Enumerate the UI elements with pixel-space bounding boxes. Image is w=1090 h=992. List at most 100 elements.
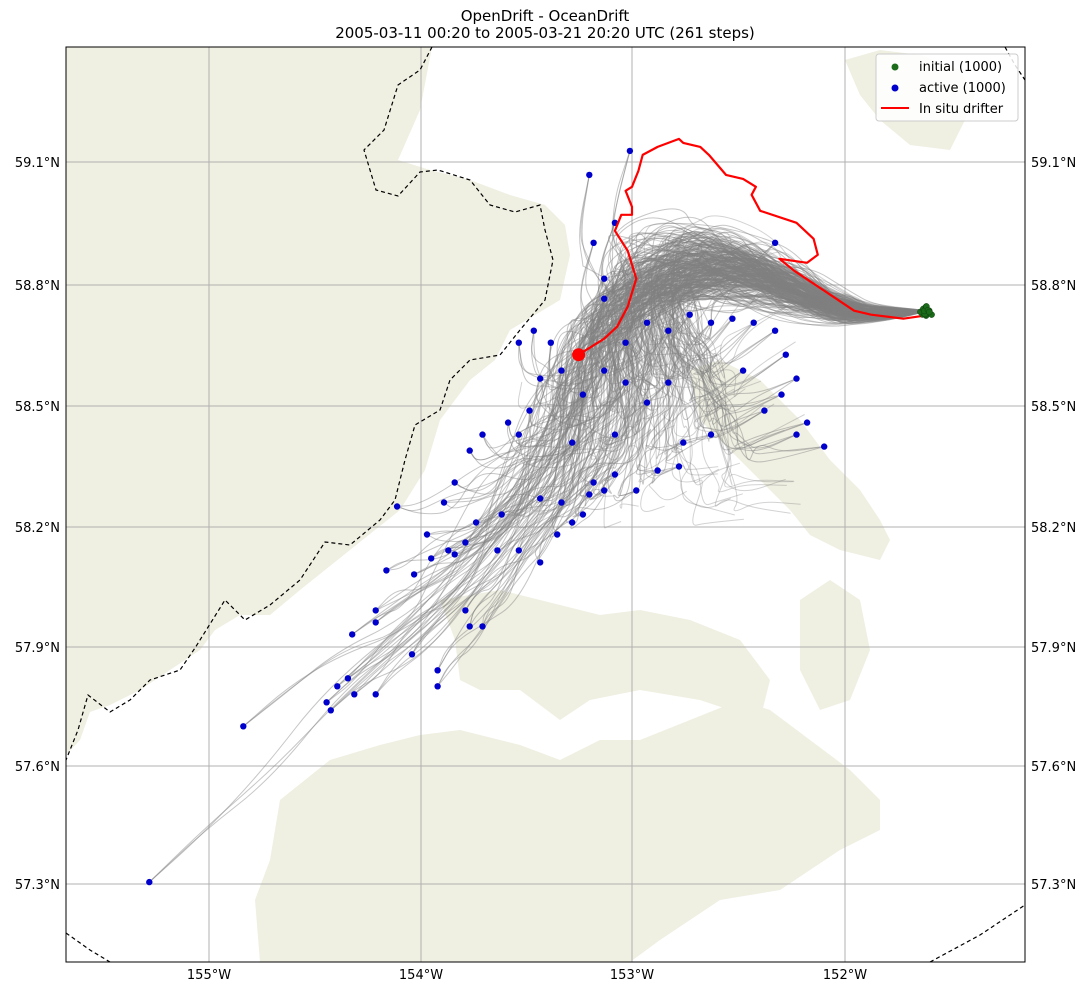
active-particle-marker: [633, 487, 640, 494]
particle-trajectory: [656, 232, 927, 395]
particle-trajectory: [465, 284, 927, 545]
particle-trajectory: [575, 251, 927, 431]
boundary-line-southwest: [66, 932, 111, 962]
particle-trajectory: [351, 263, 927, 635]
particle-trajectory: [497, 266, 927, 551]
particle-trajectory: [539, 254, 927, 506]
active-particle-marker: [590, 239, 597, 246]
trajectory-layer: [148, 150, 927, 883]
particle-trajectory: [426, 268, 927, 542]
particle-trajectory: [585, 279, 927, 500]
active-particle-marker: [434, 683, 441, 690]
particle-trajectory: [673, 235, 927, 397]
particle-trajectory: [330, 269, 927, 711]
particle-trajectory: [469, 271, 927, 461]
active-particle-marker: [451, 551, 458, 558]
particle-trajectory: [375, 276, 927, 695]
active-particle-marker: [494, 547, 501, 554]
particle-trajectory: [464, 275, 927, 611]
particle-trajectory: [672, 266, 927, 427]
particle-trajectory: [651, 248, 927, 362]
particle-trajectory: [592, 244, 927, 358]
particle-trajectory: [650, 244, 927, 476]
particle-trajectory: [554, 255, 927, 404]
particle-trajectory: [413, 264, 927, 575]
map-area: [66, 47, 1025, 962]
particle-trajectory: [469, 281, 927, 627]
active-particle-marker: [537, 559, 544, 566]
particle-trajectory: [601, 265, 927, 450]
particle-trajectory: [547, 237, 927, 391]
active-particle-marker: [601, 367, 608, 374]
particle-trajectory: [657, 239, 927, 430]
active-particle-marker: [622, 379, 629, 386]
particle-trajectory: [454, 273, 927, 556]
particle-trajectory: [599, 260, 927, 485]
particle-trajectory: [397, 254, 927, 507]
active-particle-marker: [793, 375, 800, 382]
lat-tick-right-57-6: 57.6°N: [1031, 760, 1076, 775]
land-kodiak-north: [440, 590, 770, 720]
particle-trajectory: [518, 239, 927, 469]
particle-trajectory: [574, 256, 927, 517]
gridlines: [66, 47, 1025, 962]
particle-trajectory: [586, 239, 927, 460]
map-title: OpenDrift - OceanDrift: [460, 7, 630, 25]
particle-trajectory: [465, 283, 927, 543]
particle-trajectory: [668, 264, 927, 509]
particle-trajectory: [591, 216, 927, 377]
particle-trajectory: [596, 259, 927, 407]
particle-trajectory: [662, 257, 927, 506]
active-particle-marker: [782, 351, 789, 358]
particle-trajectory: [591, 250, 927, 407]
particle-trajectory: [604, 243, 927, 482]
active-particle-marker: [761, 407, 768, 414]
particle-trajectory: [437, 281, 927, 671]
active-particle-marker: [434, 667, 441, 674]
particle-trajectory: [571, 260, 927, 439]
land-east-island: [690, 360, 890, 560]
particle-trajectory: [482, 244, 927, 461]
particle-trajectory: [631, 249, 927, 420]
particle-trajectory: [616, 228, 927, 373]
particle-trajectory: [540, 248, 927, 461]
particle-trajectory: [501, 278, 927, 515]
particle-trajectory: [675, 266, 927, 425]
particle-trajectory: [655, 261, 927, 431]
particle-trajectory: [584, 246, 927, 507]
legend: initial (1000) active (1000) In situ dri…: [875, 53, 1019, 122]
particle-trajectory: [559, 231, 927, 426]
legend-initial-marker: [891, 63, 899, 71]
lat-tick-left-58-8: 58.8°N: [15, 279, 60, 294]
active-particle-marker: [569, 519, 576, 526]
particle-trajectory: [659, 263, 927, 512]
active-particle-marker: [821, 443, 828, 450]
particle-trajectory: [351, 272, 927, 635]
particle-trajectory: [557, 256, 927, 410]
active-particle-marker: [462, 539, 469, 546]
particle-trajectory: [464, 276, 927, 611]
lon-tick-155w: 155°W: [187, 968, 231, 983]
active-particle-marker: [351, 691, 358, 698]
particle-trajectory: [437, 264, 927, 687]
particle-trajectory: [626, 273, 927, 484]
active-particle-marker: [686, 311, 693, 318]
active-particle-marker: [643, 319, 651, 326]
particle-trajectory: [426, 258, 927, 535]
lat-tick-right-58-8: 58.8°N: [1031, 279, 1076, 294]
particle-trajectory: [579, 174, 927, 313]
active-particle-marker: [472, 519, 480, 526]
particle-trajectory: [330, 274, 927, 711]
particle-trajectory: [518, 260, 927, 448]
particle-trajectory: [351, 267, 927, 635]
particle-trajectory: [548, 243, 927, 382]
particle-trajectory: [664, 258, 927, 461]
particle-trajectory: [518, 267, 927, 551]
particle-trajectory: [610, 150, 927, 315]
lat-tick-labels-left: 59.1°N 58.8°N 58.5°N 58.2°N 57.9°N 57.6°…: [15, 156, 60, 893]
particle-trajectory: [655, 258, 927, 382]
particle-trajectory: [465, 279, 927, 543]
lat-tick-left-57-9: 57.9°N: [15, 641, 60, 656]
active-particle-marker: [504, 419, 512, 426]
particle-trajectory: [635, 231, 927, 404]
